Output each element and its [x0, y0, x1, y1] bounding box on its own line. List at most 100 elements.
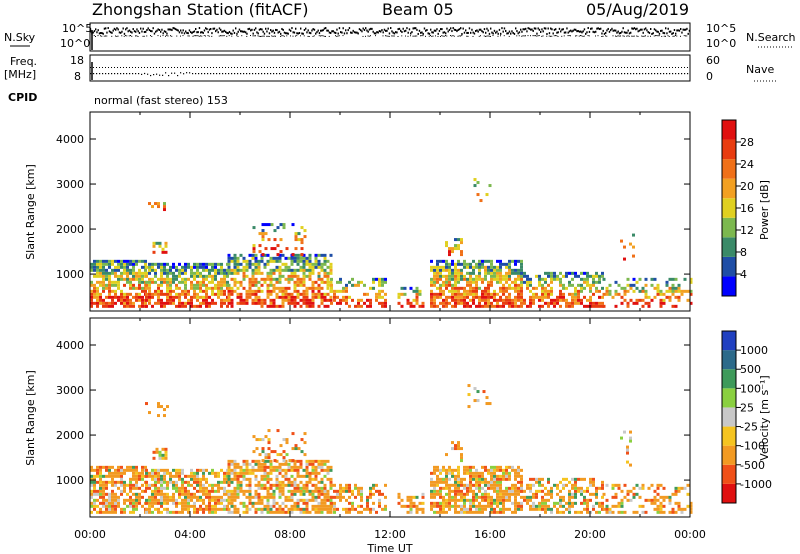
- nave-point: [207, 67, 208, 68]
- heatmap-cell: [239, 468, 243, 472]
- heatmap-cell: [199, 271, 202, 275]
- heatmap-cell: [99, 265, 102, 269]
- heatmap-cell: [490, 262, 493, 266]
- nsky-point: [132, 28, 134, 31]
- heatmap-cell: [308, 298, 312, 302]
- heatmap-cell: [230, 301, 234, 305]
- heatmap-cell: [369, 510, 372, 514]
- heatmap-cell: [415, 289, 419, 293]
- heatmap-cell: [287, 301, 291, 305]
- freq-point: [159, 74, 161, 76]
- heatmap-cell: [193, 477, 196, 481]
- heatmap-cell: [493, 304, 496, 308]
- heatmap-cell: [326, 265, 330, 269]
- heatmap-cell: [126, 504, 129, 508]
- nave-point: [117, 67, 118, 68]
- heatmap-cell: [120, 262, 123, 266]
- heatmap-cell: [508, 283, 511, 287]
- freq-point: [396, 73, 398, 75]
- heatmap-cell: [114, 483, 117, 487]
- heatmap-cell: [148, 495, 151, 499]
- heatmap-cell: [220, 262, 223, 266]
- heatmap-cell: [499, 289, 502, 293]
- heatmap-cell: [208, 274, 211, 278]
- heatmap-cell: [296, 259, 300, 263]
- heatmap-cell: [544, 277, 547, 281]
- colorbar-tick-label: 100: [740, 382, 761, 395]
- heatmap-cell: [117, 495, 120, 499]
- nsearch-point: [135, 35, 136, 37]
- freq-point: [204, 73, 206, 75]
- nsky-point: [620, 31, 622, 34]
- heatmap-cell: [305, 289, 309, 293]
- heatmap-cell: [311, 298, 315, 302]
- heatmap-cell: [199, 489, 202, 493]
- heatmap-cell: [614, 483, 618, 487]
- heatmap-cell: [211, 301, 214, 305]
- heatmap-cell: [638, 289, 642, 293]
- heatmap-cell: [336, 289, 339, 293]
- heatmap-cell: [520, 489, 523, 493]
- heatmap-cell: [254, 489, 258, 493]
- heatmap-cell: [372, 286, 375, 290]
- heatmap-cell: [665, 283, 669, 287]
- nsearch-point: [582, 35, 584, 37]
- heatmap-cell: [502, 504, 505, 508]
- heatmap-cell: [478, 271, 481, 275]
- heatmap-cell: [436, 277, 439, 281]
- heatmap-cell: [336, 489, 339, 493]
- heatmap-cell: [114, 271, 117, 275]
- heatmap-cell: [93, 274, 96, 278]
- heatmap-cell: [475, 486, 478, 490]
- nsky-point: [187, 32, 189, 35]
- nsky-point: [120, 31, 122, 34]
- heatmap-cell: [175, 489, 178, 493]
- heatmap-cell: [99, 301, 102, 305]
- heatmap-cell: [490, 495, 493, 499]
- heatmap-cell: [378, 498, 381, 502]
- heatmap-cell: [248, 253, 252, 257]
- heatmap-cell: [248, 477, 252, 481]
- heatmap-cell: [108, 292, 111, 296]
- heatmap-cell: [208, 507, 211, 511]
- heatmap-cell: [626, 277, 630, 281]
- heatmap-cell: [580, 298, 583, 302]
- heatmap-cell: [184, 292, 187, 296]
- heatmap-cell: [111, 507, 114, 511]
- heatmap-cell: [266, 474, 270, 478]
- heatmap-cell: [514, 280, 517, 284]
- heatmap-cell: [511, 280, 514, 284]
- heatmap-cell: [415, 286, 419, 290]
- heatmap-cell: [571, 292, 574, 296]
- nsky-point: [640, 28, 642, 31]
- heatmap-cell: [251, 501, 255, 505]
- heatmap-cell: [481, 292, 484, 296]
- heatmap-cell: [457, 268, 460, 272]
- heatmap-cell: [175, 265, 178, 269]
- heatmap-cell: [275, 483, 279, 487]
- heatmap-cell: [157, 492, 160, 496]
- nsky-point: [393, 32, 396, 35]
- heatmap-cell: [638, 298, 642, 302]
- heatmap-cell: [275, 268, 279, 272]
- heatmap-cell: [436, 501, 439, 505]
- heatmap-cell: [132, 259, 135, 263]
- heatmap-cell: [668, 495, 672, 499]
- heatmap-cell: [535, 507, 538, 511]
- nsearch-point: [126, 35, 128, 37]
- heatmap-cell: [451, 292, 454, 296]
- heatmap-cell: [184, 283, 187, 287]
- nsearch-point: [111, 35, 113, 37]
- nsearch-point: [167, 35, 169, 37]
- heatmap-cell: [257, 483, 261, 487]
- nsearch-point: [425, 35, 426, 37]
- heatmap-cell: [454, 286, 457, 290]
- heatmap-cell: [129, 486, 132, 490]
- heatmap-cell: [499, 277, 502, 281]
- heatmap-cell: [220, 286, 223, 290]
- heatmap-cell: [605, 510, 609, 514]
- heatmap-cell: [478, 486, 481, 490]
- heatmap-cell: [187, 492, 190, 496]
- heatmap-cell: [487, 501, 490, 505]
